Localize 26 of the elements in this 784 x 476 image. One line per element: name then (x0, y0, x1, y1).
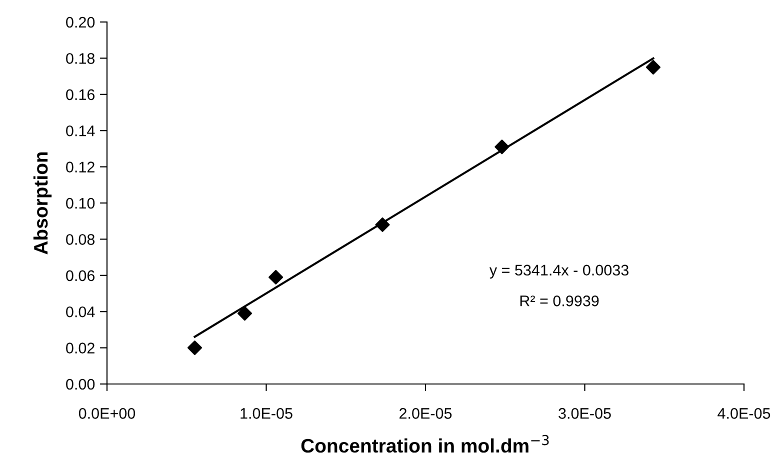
y-tick-label: 0.06 (66, 270, 95, 282)
y-tick-label: 0.12 (66, 162, 94, 172)
point (268, 270, 284, 284)
y-tick-label: 0.04 (66, 306, 95, 318)
y-axis-title: Absorption (33, 152, 52, 254)
point (187, 340, 202, 356)
x-tick-label: 4.0E-05 (718, 408, 770, 419)
annotation: y = 5341.4x - 0.0033 (489, 264, 628, 279)
point (494, 140, 510, 154)
y-tick-label: 0.14 (66, 125, 95, 136)
annotation: R² = 0.9939 (520, 296, 599, 306)
y-tick-label: 0.16 (66, 89, 95, 100)
x-tick-label: 0.0E+00 (78, 408, 136, 419)
y-tick-label: 0.18 (66, 53, 95, 64)
x-tick-label: 1.0E-05 (240, 408, 292, 419)
point (646, 60, 661, 75)
y-tick-label: 0.00 (66, 378, 95, 390)
point (237, 306, 252, 321)
x-axis-title: Concentration in mol.dm$^{−3}$ (301, 434, 549, 453)
x-tick-label: 2.0E-05 (400, 408, 452, 419)
point (375, 217, 390, 232)
y-tick-label: 0.20 (66, 16, 95, 28)
x-tick-label: 3.0E-05 (558, 408, 611, 419)
y-tick-label: 0.10 (66, 198, 95, 209)
y-tick-label: 0.08 (66, 234, 95, 245)
y-tick-label: 0.02 (66, 342, 94, 354)
